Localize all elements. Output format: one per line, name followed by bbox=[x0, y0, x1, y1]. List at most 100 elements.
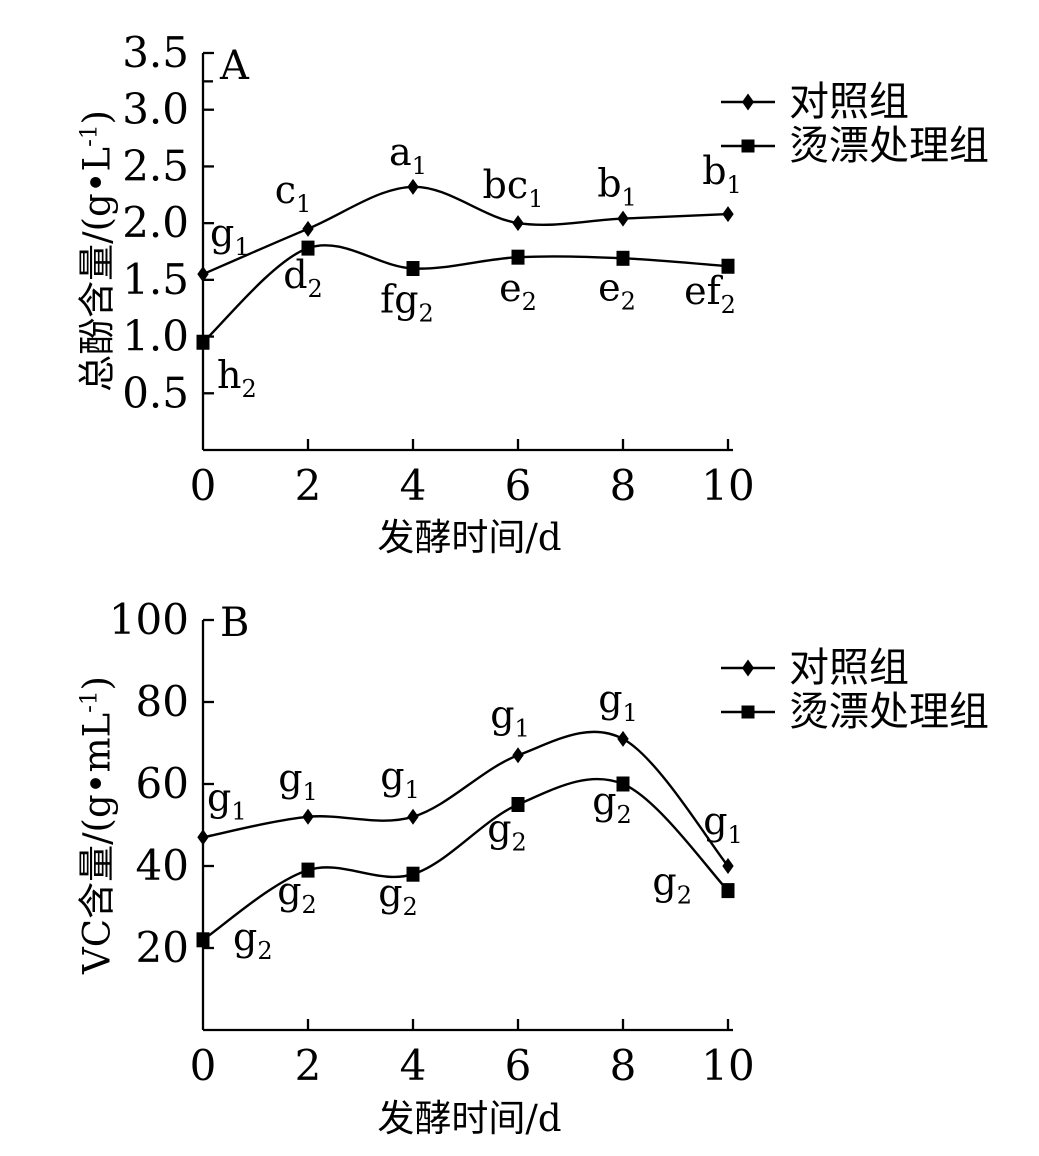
panel-a-y-axis-title: 总酚含量/(g•L-1) bbox=[76, 110, 119, 392]
panel-b-y-tick-label: 40 bbox=[136, 841, 189, 890]
diamond-marker-icon bbox=[302, 808, 314, 825]
panel-b-point-label: g1 bbox=[490, 692, 530, 742]
panel-b-x-axis-title: 发酵时间/d bbox=[377, 1097, 562, 1140]
panel-a-chart: 0.5 1.0 1.5 2.0 2.5 3.0 3.5 0 2 4 6 8 10 g1 c1 a1 bc1 b1 b… bbox=[122, 28, 755, 510]
panel-a-y-tick-label: 2.5 bbox=[122, 141, 189, 190]
square-marker-icon bbox=[301, 240, 315, 256]
panel-a-point-label: d2 bbox=[283, 253, 323, 303]
panel-a-point-label: bc1 bbox=[483, 163, 544, 213]
panel-a-y-axis-title-text: 总酚含量/(g•L bbox=[75, 146, 119, 392]
panel-b-x-tick-label: 0 bbox=[190, 1041, 217, 1090]
panel-b-x-tick-label: 10 bbox=[701, 1041, 754, 1090]
diamond-marker-icon bbox=[197, 829, 209, 846]
square-marker-icon bbox=[721, 883, 735, 899]
panel-a-label: A bbox=[220, 43, 249, 89]
panel-a-x-tick-label: 10 bbox=[701, 461, 754, 510]
square-marker-icon bbox=[196, 334, 210, 350]
panel-a-x-tick-label: 6 bbox=[505, 461, 532, 510]
square-marker-icon bbox=[616, 250, 630, 266]
diamond-marker-icon bbox=[721, 659, 775, 677]
panel-a-y-tick-label: 1.5 bbox=[122, 255, 189, 304]
legend-label-control: 对照组 bbox=[789, 79, 909, 125]
panel-b-x-tick-label: 2 bbox=[295, 1041, 322, 1090]
diamond-marker-icon bbox=[512, 747, 524, 764]
panel-a-series-blanched-line bbox=[202, 244, 729, 344]
square-marker-icon bbox=[511, 797, 525, 812]
panel-a-y-tick-label: 3.0 bbox=[122, 85, 189, 134]
panel-b-y-axis-title-sup: -1 bbox=[76, 690, 103, 713]
diamond-marker-icon bbox=[617, 730, 629, 747]
panel-b-point-label: g1 bbox=[207, 775, 247, 825]
panel-a-series-control-line bbox=[202, 185, 729, 276]
panel-a-x-axis-title: 发酵时间/d bbox=[377, 516, 562, 559]
square-marker-icon bbox=[406, 866, 420, 882]
panel-b-label: B bbox=[220, 600, 250, 646]
square-marker-icon bbox=[196, 932, 210, 948]
panel-a-x-tick-label: 4 bbox=[400, 461, 427, 510]
diamond-marker-icon bbox=[197, 266, 209, 283]
panel-b-point-label: g1 bbox=[703, 799, 743, 849]
panel-b-y-tick-label: 60 bbox=[136, 759, 189, 808]
panel-a-point-label: e2 bbox=[499, 266, 537, 316]
panel-b-y-axis-title-close: ) bbox=[75, 676, 119, 691]
panel-b-point-label: g2 bbox=[487, 807, 527, 857]
square-marker-icon bbox=[511, 249, 525, 265]
panel-b-point-label: g2 bbox=[652, 860, 692, 910]
panel-b-y-axis-title-text: VC含量/(g•mL bbox=[75, 712, 119, 974]
square-marker-icon bbox=[301, 862, 315, 878]
panel-a-point-label: e2 bbox=[598, 265, 636, 315]
panel-b-point-label: g2 bbox=[277, 869, 317, 919]
square-marker-icon bbox=[616, 776, 630, 792]
panel-a-y-tick-label: 1.0 bbox=[122, 312, 189, 361]
panel-a-point-label: g1 bbox=[210, 211, 250, 261]
panel-a-point-label: a1 bbox=[389, 130, 427, 180]
panel-a-y-axis-title-close: ) bbox=[75, 110, 119, 125]
panel-b-point-label: g2 bbox=[378, 871, 418, 921]
panel-a-x-tick-label: 8 bbox=[610, 461, 637, 510]
diamond-marker-icon bbox=[722, 206, 734, 223]
panel-b-point-label: g2 bbox=[592, 779, 632, 829]
panel-a-point-label: c1 bbox=[275, 168, 312, 218]
square-marker-icon bbox=[721, 139, 775, 153]
panel-b-point-label: g1 bbox=[278, 756, 318, 806]
legend-item-control-a: 对照组 bbox=[720, 78, 909, 126]
panel-a-point-label: b1 bbox=[702, 149, 742, 199]
panel-a-point-label: h2 bbox=[217, 353, 257, 403]
legend-label-blanched: 烫漂处理组 bbox=[789, 689, 989, 735]
diamond-marker-icon bbox=[721, 93, 775, 111]
diamond-marker-icon bbox=[512, 215, 524, 232]
diamond-marker-icon bbox=[722, 858, 734, 874]
legend-label-control: 对照组 bbox=[789, 645, 909, 691]
diamond-marker-icon bbox=[407, 178, 419, 195]
panel-a-point-label: ef2 bbox=[684, 269, 736, 319]
panel-b-y-tick-label: 80 bbox=[136, 677, 189, 726]
panel-b-series-blanched-line bbox=[202, 777, 729, 941]
panel-b-point-label: g2 bbox=[233, 915, 273, 965]
panel-a-y-tick-label: 0.5 bbox=[122, 368, 189, 417]
panel-a-x-tick-label: 0 bbox=[190, 461, 217, 510]
legend-item-blanched-a: 烫漂处理组 bbox=[720, 122, 989, 170]
panel-b-x-tick-label: 6 bbox=[505, 1041, 532, 1090]
panel-b-point-label: g1 bbox=[598, 677, 638, 727]
diamond-marker-icon bbox=[617, 210, 629, 227]
panel-a-y-tick-label: 2.0 bbox=[122, 198, 189, 247]
square-marker-icon bbox=[721, 705, 775, 719]
square-marker-icon bbox=[721, 258, 735, 274]
panel-a-x-tick-label: 2 bbox=[295, 461, 322, 510]
legend-item-blanched-b: 烫漂处理组 bbox=[720, 688, 989, 736]
legend-item-control-b: 对照组 bbox=[720, 644, 909, 692]
panel-b-x-tick-label: 8 bbox=[610, 1041, 637, 1090]
panel-b-y-axis-title: VC含量/(g•mL-1) bbox=[76, 676, 119, 974]
legend-label-blanched: 烫漂处理组 bbox=[789, 123, 989, 169]
square-marker-icon bbox=[406, 261, 420, 277]
panel-a-point-label: fg2 bbox=[380, 278, 434, 328]
panel-a-y-tick-label: 3.5 bbox=[122, 28, 189, 77]
diamond-marker-icon bbox=[407, 808, 419, 825]
panel-a-y-axis-title-sup: -1 bbox=[76, 124, 103, 147]
diamond-marker-icon bbox=[302, 220, 314, 237]
panel-a-point-label: b1 bbox=[597, 162, 637, 212]
panel-b-point-label: g1 bbox=[380, 754, 420, 804]
